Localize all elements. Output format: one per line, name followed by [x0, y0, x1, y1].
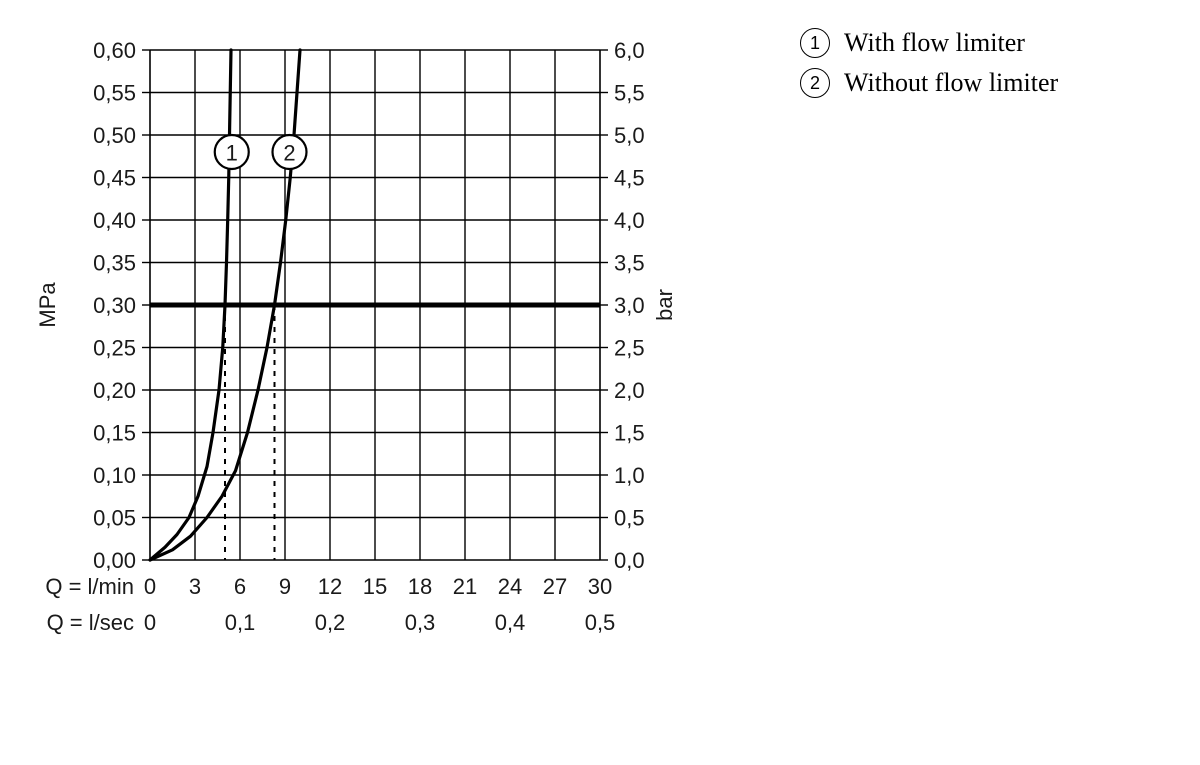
y-right-title: bar — [652, 289, 677, 321]
svg-text:0,55: 0,55 — [93, 81, 136, 106]
svg-text:0,5: 0,5 — [585, 610, 616, 635]
chart-svg: 120,000,050,100,150,200,250,300,350,400,… — [20, 20, 760, 720]
legend-item-1: 1 With flow limiter — [800, 28, 1058, 58]
svg-text:0,40: 0,40 — [93, 208, 136, 233]
svg-text:0,15: 0,15 — [93, 421, 136, 446]
svg-text:0,20: 0,20 — [93, 378, 136, 403]
svg-text:0: 0 — [144, 574, 156, 599]
svg-text:3,0: 3,0 — [614, 293, 645, 318]
svg-text:2,0: 2,0 — [614, 378, 645, 403]
svg-text:0,0: 0,0 — [614, 548, 645, 573]
svg-text:0,30: 0,30 — [93, 293, 136, 318]
svg-text:1,0: 1,0 — [614, 463, 645, 488]
svg-text:30: 30 — [588, 574, 612, 599]
svg-text:0,60: 0,60 — [93, 38, 136, 63]
svg-text:1,5: 1,5 — [614, 421, 645, 446]
svg-text:0,10: 0,10 — [93, 463, 136, 488]
svg-text:0,50: 0,50 — [93, 123, 136, 148]
legend-badge-1: 1 — [800, 28, 830, 58]
svg-text:0,3: 0,3 — [405, 610, 436, 635]
legend-item-2: 2 Without flow limiter — [800, 68, 1058, 98]
svg-text:18: 18 — [408, 574, 432, 599]
svg-text:0,5: 0,5 — [614, 506, 645, 531]
svg-text:2: 2 — [283, 141, 295, 166]
y-left-title: MPa — [35, 282, 60, 328]
svg-text:0,25: 0,25 — [93, 336, 136, 361]
legend: 1 With flow limiter 2 Without flow limit… — [800, 28, 1058, 108]
flow-pressure-chart: 120,000,050,100,150,200,250,300,350,400,… — [20, 20, 760, 720]
svg-text:0,1: 0,1 — [225, 610, 256, 635]
svg-text:24: 24 — [498, 574, 522, 599]
legend-text-2: Without flow limiter — [844, 68, 1058, 98]
svg-text:4,5: 4,5 — [614, 166, 645, 191]
svg-text:6: 6 — [234, 574, 246, 599]
svg-text:4,0: 4,0 — [614, 208, 645, 233]
svg-text:Q = l/min: Q = l/min — [45, 574, 134, 599]
svg-text:2,5: 2,5 — [614, 336, 645, 361]
svg-text:5,5: 5,5 — [614, 81, 645, 106]
svg-text:0,2: 0,2 — [315, 610, 346, 635]
svg-text:6,0: 6,0 — [614, 38, 645, 63]
svg-text:15: 15 — [363, 574, 387, 599]
svg-text:0,45: 0,45 — [93, 166, 136, 191]
svg-text:0,05: 0,05 — [93, 506, 136, 531]
legend-text-1: With flow limiter — [844, 28, 1025, 58]
svg-text:12: 12 — [318, 574, 342, 599]
svg-text:0: 0 — [144, 610, 156, 635]
svg-text:9: 9 — [279, 574, 291, 599]
svg-text:0,00: 0,00 — [93, 548, 136, 573]
legend-badge-2: 2 — [800, 68, 830, 98]
svg-text:3: 3 — [189, 574, 201, 599]
svg-text:5,0: 5,0 — [614, 123, 645, 148]
svg-text:1: 1 — [226, 141, 238, 166]
svg-text:Q = l/sec: Q = l/sec — [47, 610, 134, 635]
svg-text:0,4: 0,4 — [495, 610, 526, 635]
svg-text:3,5: 3,5 — [614, 251, 645, 276]
svg-text:0,35: 0,35 — [93, 251, 136, 276]
svg-text:21: 21 — [453, 574, 477, 599]
svg-text:27: 27 — [543, 574, 567, 599]
